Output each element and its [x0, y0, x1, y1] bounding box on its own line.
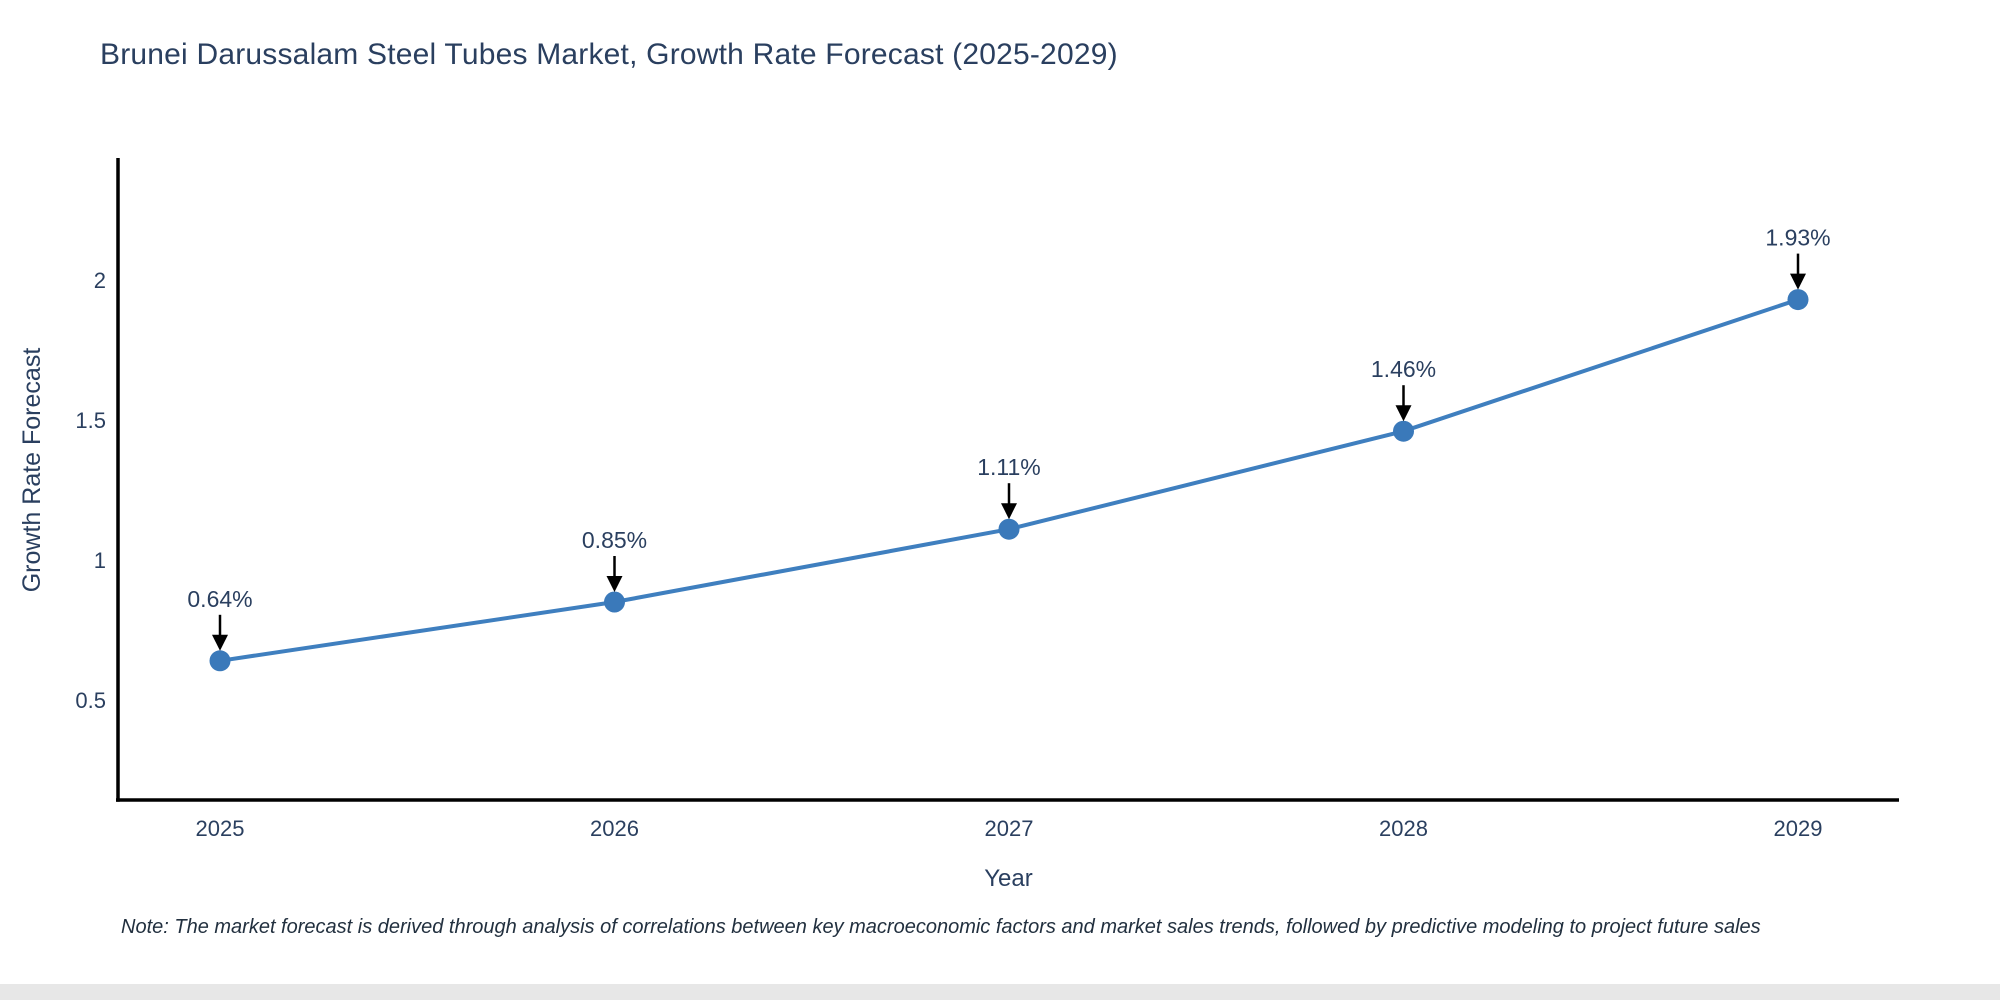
- y-tick-label: 2: [94, 268, 106, 293]
- chart-title: Brunei Darussalam Steel Tubes Market, Gr…: [100, 38, 1118, 71]
- annotation-arrowhead-icon: [606, 576, 623, 592]
- annotation-arrowhead-icon: [1790, 273, 1806, 290]
- x-axis-title: Year: [984, 865, 1033, 892]
- point-value-label: 0.85%: [582, 527, 647, 553]
- point-value-label: 1.46%: [1371, 356, 1436, 382]
- data-point[interactable]: [604, 591, 625, 613]
- x-tick-label: 2029: [1774, 816, 1823, 841]
- point-value-label: 1.11%: [977, 454, 1041, 480]
- y-tick-label: 0.5: [75, 688, 106, 713]
- footnote: Note: The market forecast is derived thr…: [121, 916, 1761, 938]
- point-value-label: 0.64%: [187, 586, 252, 612]
- y-axis-title: Growth Rate Forecast: [18, 348, 46, 593]
- y-tick-label: 1: [94, 548, 106, 573]
- data-point[interactable]: [209, 650, 231, 672]
- annotation-arrowhead-icon: [1001, 503, 1017, 520]
- x-tick-label: 2028: [1379, 816, 1428, 841]
- x-tick-label: 2026: [590, 816, 639, 841]
- x-tick-label: 2027: [985, 816, 1034, 841]
- data-point[interactable]: [1393, 420, 1414, 442]
- annotation-arrowhead-icon: [212, 634, 228, 651]
- data-point[interactable]: [998, 518, 1020, 540]
- point-value-label: 1.93%: [1765, 225, 1830, 251]
- data-point[interactable]: [1787, 289, 1809, 311]
- page-bottom-strip: [0, 984, 2000, 1000]
- x-tick-label: 2025: [196, 816, 245, 841]
- y-tick-label: 1.5: [75, 408, 106, 433]
- annotation-arrowhead-icon: [1395, 405, 1412, 422]
